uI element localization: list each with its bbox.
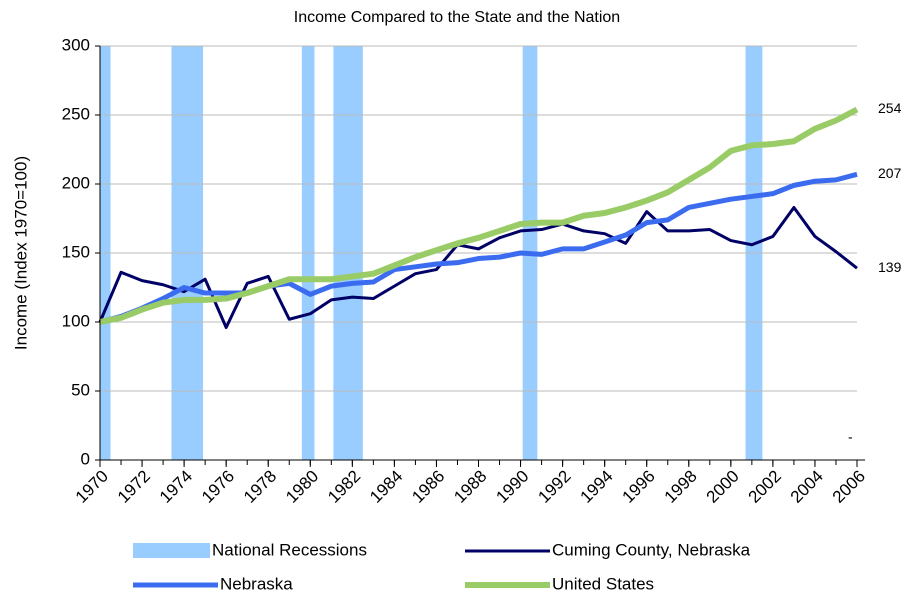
x-tick-label: 1998 [661,467,701,507]
y-tick-label: 250 [62,104,90,123]
legend-swatch [133,543,210,558]
end-label: 254 [878,100,902,116]
x-tick-label: 2006 [829,467,869,507]
x-tick-label: 1978 [240,467,280,507]
legend-label: National Recessions [212,540,367,559]
y-tick-label: 200 [62,173,90,192]
x-tick-label: 1980 [282,467,322,507]
x-tick-label: 1972 [114,467,154,507]
x-tick-label: 1992 [534,467,574,507]
legend-label: United States [552,574,654,593]
x-tick-label: 1970 [72,467,112,507]
x-tick-label: 2000 [703,467,743,507]
x-tick-label: 1990 [492,467,532,507]
end-label: 207 [878,165,902,181]
legend-label: Nebraska [220,574,293,593]
chart-title: Income Compared to the State and the Nat… [294,9,620,26]
x-tick-label: 2002 [745,467,785,507]
x-tick-label: 1982 [324,467,364,507]
y-tick-label: 150 [62,242,90,261]
y-axis-title: Income (Index 1970=100) [11,156,30,350]
legend-label: Cuming County, Nebraska [552,540,751,559]
x-tick-label: 1986 [408,467,448,507]
series-line [99,106,859,325]
annotation: - [848,429,853,445]
x-tick-label: 1996 [619,467,659,507]
y-tick-label: 0 [81,449,90,468]
series-line [99,171,858,325]
x-tick-label: 1984 [366,467,406,507]
x-tick-label: 2004 [787,467,827,507]
x-tick-label: 1988 [450,467,490,507]
x-tick-label: 1974 [156,467,196,507]
series-line [98,205,858,330]
y-tick-label: 300 [62,35,90,54]
y-tick-label: 50 [71,380,90,399]
y-tick-label: 100 [62,311,90,330]
end-label: 139 [878,259,902,275]
x-tick-label: 1976 [198,467,238,507]
x-tick-label: 1994 [576,467,616,507]
